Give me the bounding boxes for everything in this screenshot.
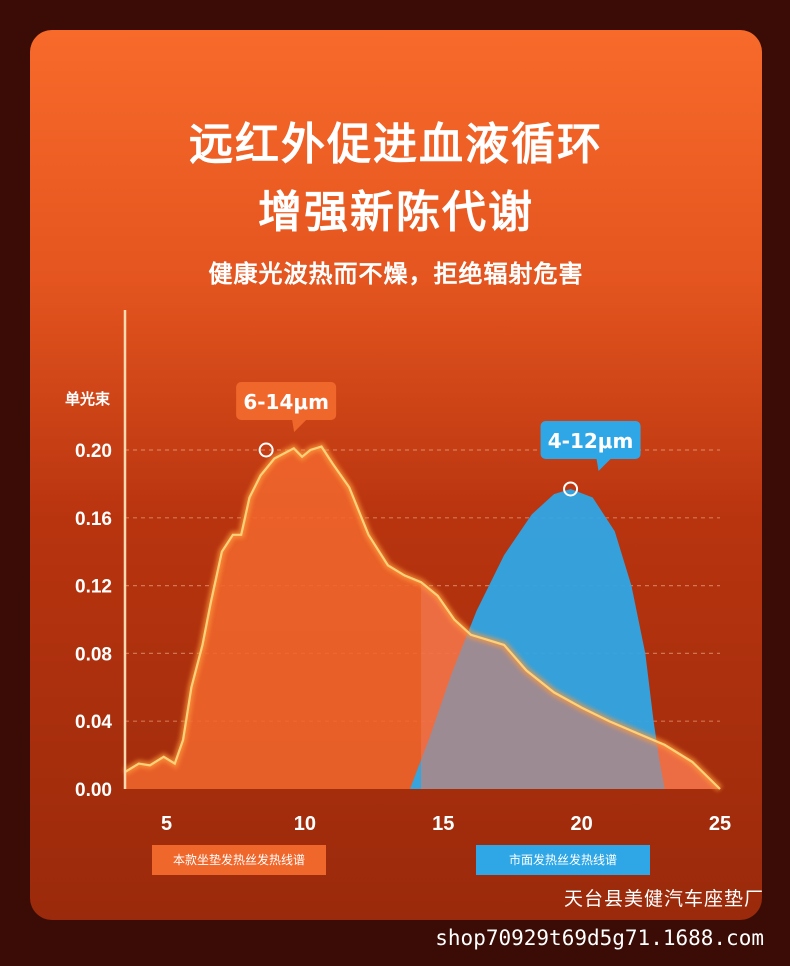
shop-url-watermark: shop70929t69d5g71.1688.com	[435, 926, 764, 950]
y-tick-label: 0.04	[75, 712, 112, 733]
orange-peak-callout-pointer	[292, 420, 307, 432]
orange-peak-callout-box	[236, 382, 337, 420]
orange-peak-marker	[258, 442, 274, 458]
x-tick-label: 10	[294, 813, 316, 835]
y-tick-label: 0.00	[75, 780, 112, 801]
blue-peak-callout-label: 4-12μm	[548, 429, 634, 453]
legend-orange-series: 本款坐垫发热丝发热线谱	[152, 845, 326, 875]
blue-peak-marker	[563, 481, 579, 497]
blue-peak-callout-box	[540, 420, 641, 459]
orange-peak-callout-label: 6-14μm	[243, 390, 329, 414]
x-tick-label: 25	[709, 813, 731, 835]
y-tick-label: 0.20	[75, 441, 112, 462]
x-tick-label: 20	[571, 813, 593, 835]
blue-peak-callout-pointer	[596, 458, 611, 471]
headline-line-1: 远红外促进血液循环	[189, 119, 603, 170]
sub-headline: 健康光波热而不燥，拒绝辐射危害	[208, 260, 584, 288]
series-orange-line	[124, 445, 721, 790]
legend-blue-series: 市面发热丝发热线谱	[476, 845, 650, 875]
y-tick-label: 0.12	[75, 577, 112, 598]
shop-name-watermark: 天台县美健汽车座垫厂	[563, 888, 764, 910]
y-tick-label: 0.08	[75, 644, 112, 665]
x-tick-label: 15	[432, 813, 454, 835]
chart-labels: 0.00 0.04 0.08 0.12 0.16 0.20 单光束 5 10 15 20 25 6-14…	[65, 382, 731, 835]
y-axis-label: 单光束	[65, 390, 111, 408]
y-tick-label: 0.16	[75, 509, 112, 530]
axes	[123, 310, 720, 791]
x-tick-label: 5	[161, 813, 172, 835]
headline-line-2: 增强新陈代谢	[258, 187, 534, 238]
series-layer	[123, 442, 723, 792]
